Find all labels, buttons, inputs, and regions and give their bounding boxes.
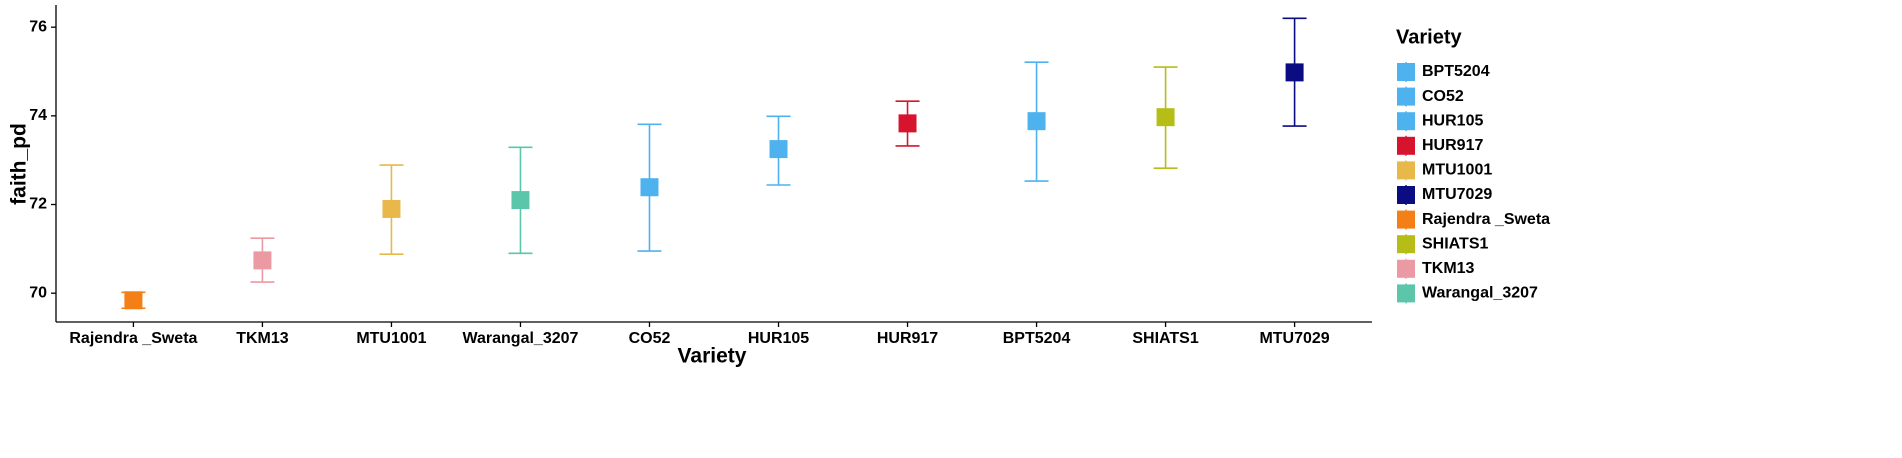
x-axis-title: Variety [678, 345, 747, 368]
x-tick-label: TKM13 [236, 330, 289, 347]
y-axis-title: faith_pd [8, 123, 31, 205]
legend-key [1397, 284, 1415, 303]
legend-key [1397, 235, 1415, 254]
legend-key [1397, 87, 1415, 106]
legend-key [1397, 259, 1415, 278]
legend-label: TKM13 [1422, 260, 1475, 277]
point [898, 114, 917, 133]
point [1027, 112, 1046, 131]
point [124, 291, 143, 310]
x-tick-label: MTU1001 [356, 330, 426, 347]
legend-label: MTU1001 [1422, 162, 1492, 179]
x-tick-label: BPT5204 [1003, 330, 1071, 347]
legend-key [1397, 63, 1415, 81]
legend-label: SHIATS1 [1422, 235, 1488, 252]
legend-key [1397, 186, 1415, 204]
legend-title: Variety [1396, 26, 1462, 48]
x-tick-label: MTU7029 [1259, 330, 1329, 347]
legend-label: HUR917 [1422, 137, 1483, 154]
point [253, 251, 272, 270]
y-tick-label: 72 [29, 196, 47, 213]
legend-label: BPT5204 [1422, 63, 1490, 80]
legend-label: Rajendra _Sweta [1422, 211, 1550, 228]
x-tick-label: HUR917 [877, 330, 938, 347]
point [511, 191, 530, 210]
x-tick-label: HUR105 [748, 330, 809, 347]
x-tick-label: Warangal_3207 [463, 330, 579, 347]
point [640, 178, 659, 197]
legend-key [1397, 210, 1415, 229]
x-tick-label: CO52 [629, 330, 671, 347]
legend-key [1397, 161, 1415, 180]
point [769, 140, 788, 159]
legend-label: Warangal_3207 [1422, 285, 1538, 302]
point [382, 199, 401, 218]
x-tick-label: Rajendra _Sweta [69, 330, 197, 347]
legend-key [1397, 112, 1415, 131]
legend-label: CO52 [1422, 88, 1464, 105]
legend-label: MTU7029 [1422, 186, 1492, 203]
x-tick-label: SHIATS1 [1132, 330, 1198, 347]
legend-label: HUR105 [1422, 112, 1483, 129]
point [1285, 63, 1304, 82]
y-tick-label: 76 [29, 18, 47, 35]
y-tick-label: 74 [29, 107, 47, 124]
y-tick-label: 70 [29, 284, 47, 301]
legend-key [1397, 136, 1415, 155]
point [1156, 108, 1175, 127]
